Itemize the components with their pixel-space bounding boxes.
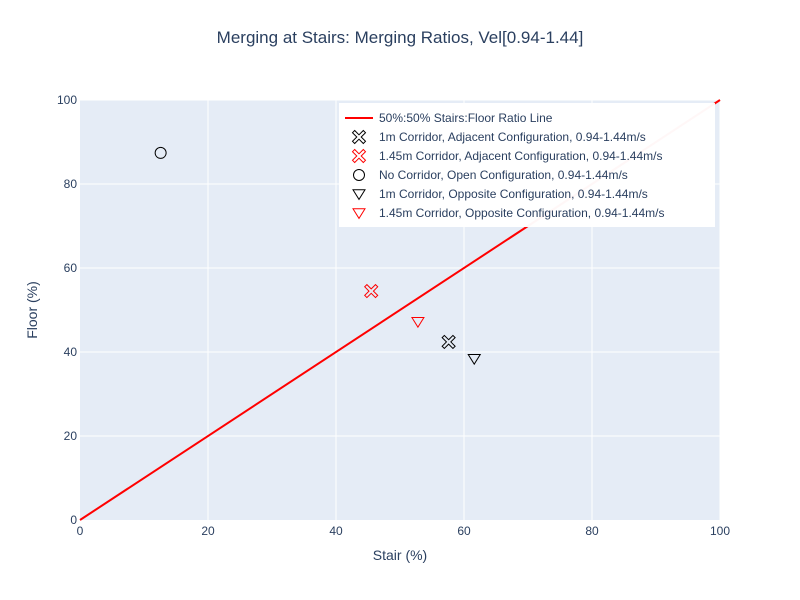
legend-label: 50%:50% Stairs:Floor Ratio Line [379, 111, 553, 125]
legend-label: 1.45m Corridor, Adjacent Configuration, … [379, 149, 663, 163]
legend-marker-swatch [353, 169, 365, 181]
legend-marker-swatch [351, 148, 367, 164]
legend-label: 1m Corridor, Adjacent Configuration, 0.9… [379, 130, 646, 144]
legend-marker-swatch [351, 129, 367, 145]
data-point-series-1 [441, 334, 456, 350]
legend-item[interactable]: No Corridor, Open Configuration, 0.94-1.… [353, 168, 628, 182]
y-tick-label: 100 [57, 93, 77, 107]
x-tick-label: 40 [329, 524, 343, 538]
y-tick-label: 20 [64, 429, 78, 443]
y-tick-label: 0 [70, 513, 77, 527]
legend-label: 1.45m Corridor, Opposite Configuration, … [379, 206, 664, 220]
legend-item[interactable]: 50%:50% Stairs:Floor Ratio Line [345, 111, 553, 125]
x-tick-label: 0 [77, 524, 84, 538]
legend-item[interactable]: 1m Corridor, Adjacent Configuration, 0.9… [351, 129, 646, 145]
legend-marker-swatch [352, 208, 366, 220]
y-tick-label: 60 [64, 261, 78, 275]
data-point-series-3 [154, 146, 167, 159]
legend[interactable]: 50%:50% Stairs:Floor Ratio Line 1m Corrid… [339, 103, 715, 227]
data-point-series-4 [467, 354, 482, 366]
legend-marker-swatch [352, 189, 366, 201]
legend-box [339, 103, 715, 227]
chart-title: Merging at Stairs: Merging Ratios, Vel[0… [217, 28, 584, 47]
x-tick-label: 60 [457, 524, 471, 538]
x-tick-label: 80 [585, 524, 599, 538]
x-axis-title: Stair (%) [373, 547, 427, 563]
legend-label: 1m Corridor, Opposite Configuration, 0.9… [379, 187, 648, 201]
legend-label: No Corridor, Open Configuration, 0.94-1.… [379, 168, 628, 182]
axes: 0 20 40 60 80 100 0 20 40 60 80 100 [57, 93, 730, 538]
legend-item[interactable]: 1.45m Corridor, Opposite Configuration, … [352, 206, 664, 220]
y-tick-label: 40 [64, 345, 78, 359]
legend-item[interactable]: 1m Corridor, Opposite Configuration, 0.9… [352, 187, 648, 201]
data-point-series-2 [363, 283, 379, 299]
y-axis-title: Floor (%) [24, 281, 40, 339]
data-point-series-5 [411, 317, 425, 329]
legend-item[interactable]: 1.45m Corridor, Adjacent Configuration, … [351, 148, 663, 164]
x-tick-label: 100 [710, 524, 730, 538]
x-tick-label: 20 [201, 524, 215, 538]
y-tick-label: 80 [64, 177, 78, 191]
